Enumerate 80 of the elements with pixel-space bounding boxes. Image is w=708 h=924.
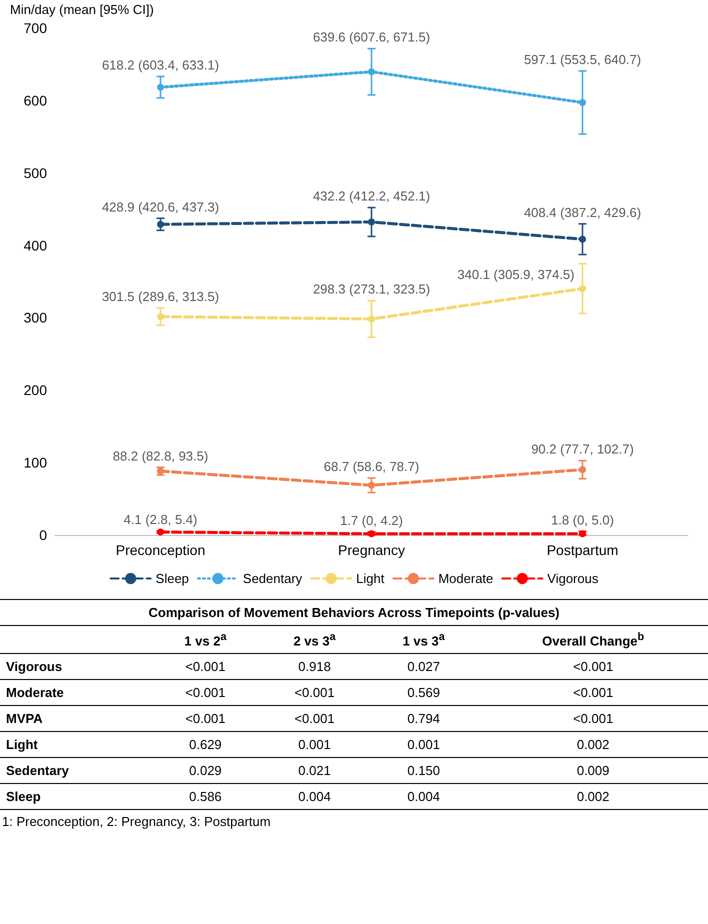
category-label: 1 vs 3$^{a}$ (369, 626, 478, 654)
legend-label: Moderate (438, 571, 494, 586)
y-axis-title: Min/day (mean [95% CI]) (10, 2, 154, 17)
text: <0.001 (185, 711, 226, 726)
text: 0.569 (407, 685, 440, 700)
point (157, 220, 164, 228)
y-tick-label: 100 (24, 454, 48, 471)
data-label: 68.7 (58.6, 78.7) (324, 459, 420, 474)
category-label: 2 vs 3$^{a}$ (260, 626, 370, 654)
category-label: Sleep (6, 789, 41, 804)
category-label: Overall Change$^{b}$ (478, 626, 708, 654)
text: 0.629 (189, 737, 222, 752)
category-label: Moderate (6, 685, 64, 700)
x-tick-label: Preconception (116, 542, 206, 558)
legend-label: Light (356, 571, 385, 586)
y-tick-label: 600 (24, 92, 48, 108)
text: 0.001 (298, 737, 331, 752)
data-label: 1.8 (0, 5.0) (551, 512, 614, 528)
data-label: 408.4 (387.2, 429.6) (524, 204, 642, 220)
data-label: 428.9 (420.6, 437.3) (102, 199, 220, 214)
category-label: Vigorous (6, 659, 62, 674)
text: 0.029 (189, 763, 222, 778)
data-label: 90.2 (77.7, 102.7) (531, 442, 634, 457)
data-label: 1.7 (0, 4.2) (340, 512, 403, 528)
text: 0.002 (576, 789, 610, 804)
legend-label: Vigorous (547, 571, 599, 586)
data-label: 618.2 (603.4, 633.1) (102, 57, 220, 72)
text: <0.001 (294, 685, 335, 700)
text: 0.150 (407, 763, 440, 778)
text: 0.027 (407, 659, 440, 674)
point (368, 482, 375, 489)
text: <0.001 (185, 659, 226, 674)
y-tick-label: 500 (24, 164, 48, 181)
point (579, 99, 586, 106)
category-label: 1 vs 2$^{a}$ (150, 626, 260, 654)
point (579, 466, 586, 474)
point (368, 218, 375, 226)
y-tick-label: 200 (24, 382, 48, 398)
text: <0.001 (573, 711, 614, 726)
text: 0.009 (576, 763, 610, 778)
text: 0.918 (298, 659, 331, 674)
data-label: 88.2 (82.8, 93.5) (112, 448, 208, 464)
category-label: Light (6, 737, 38, 752)
y-tick-label: 0 (39, 527, 48, 543)
point (368, 315, 375, 322)
data-label: 301.5 (289.6, 313.5) (102, 288, 220, 304)
data-label: 298.3 (273.1, 323.5) (312, 282, 430, 297)
text: 0.794 (407, 711, 440, 726)
point (157, 84, 164, 91)
text: <0.001 (294, 711, 335, 726)
data-label: 432.2 (412.2, 452.1) (312, 188, 430, 204)
y-tick-label: 700 (24, 20, 48, 36)
category-label: Sedentary (6, 763, 69, 778)
y-tick-label: 400 (24, 237, 48, 254)
x-tick-label: Postpartum (546, 542, 618, 558)
text: 0.001 (407, 737, 440, 752)
text: 0.021 (298, 763, 331, 778)
y-tick-label: 300 (24, 310, 48, 326)
text: 0.004 (407, 789, 440, 804)
data-label: 639.6 (607.6, 671.5) (312, 30, 430, 45)
text: 0.004 (298, 789, 331, 804)
text: 0.586 (189, 789, 222, 804)
text: <0.001 (573, 685, 614, 700)
data-label: 597.1 (553.5, 640.7) (524, 52, 642, 67)
data-label: 4.1 (2.8, 5.4) (124, 512, 198, 528)
text: <0.001 (185, 685, 226, 700)
category-label: MVPA (6, 711, 43, 726)
text: <0.001 (573, 659, 614, 674)
point (157, 528, 164, 536)
x-tick-label: Pregnancy (338, 542, 405, 558)
legend-label: Sleep (156, 571, 189, 586)
point (157, 313, 164, 320)
legend-label: Sedentary (242, 571, 303, 586)
data-label: 340.1 (305.9, 374.5) (457, 267, 574, 282)
text: 1: Preconception, 2: Pregnancy, 3: Postpartum (0, 809, 708, 834)
text: 0.002 (576, 737, 610, 752)
point (579, 236, 586, 243)
point (579, 285, 586, 292)
text: Comparison of Movement Behaviors Across Timepoints (p-values) (0, 600, 708, 626)
point (368, 68, 375, 76)
